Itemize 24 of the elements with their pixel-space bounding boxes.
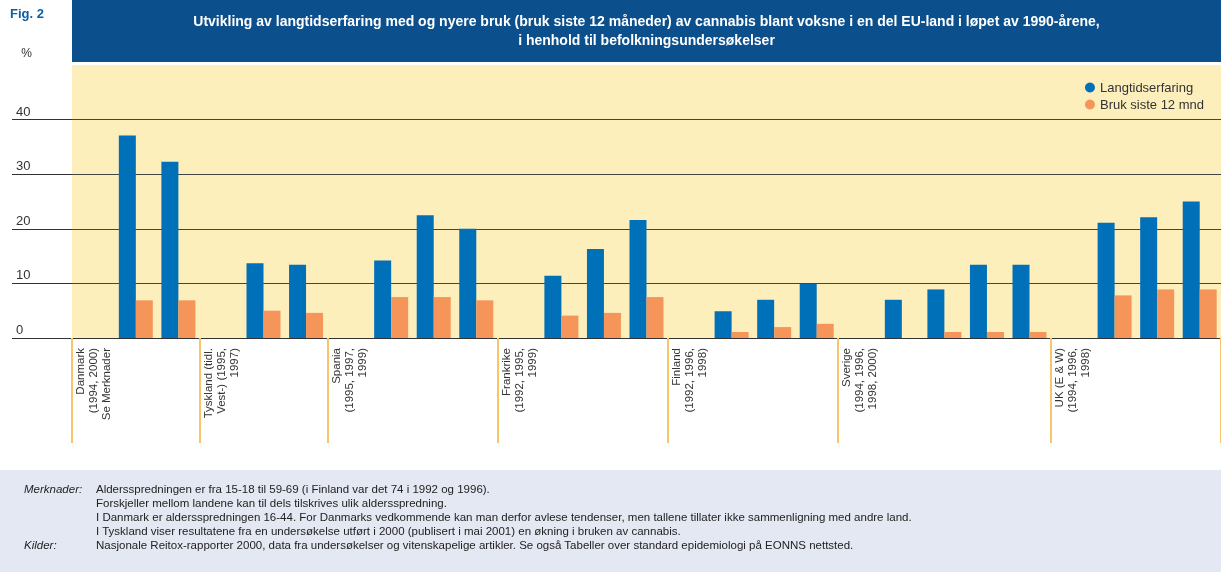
chart-title: Utvikling av langtidserfaring med og nyere bruk (bruk siste 12 måneder) av cannabis blant voksne i en del EU-land i løpet av 1990-årene, i henhold til befolkningsundersøkelser [72,0,1221,62]
x-tick-label: Finland (1992, 1996, 1998) [670,347,709,413]
legend-label: Langtidserfaring [1099,80,1194,95]
x-tick-label: Tyskland (tidl. Vest-) (1995, 1997) [201,347,240,419]
x-tick-label: Sverige (1994, 1996, 1998, 2000) [840,347,879,413]
y-tick-label: 0 [16,322,24,337]
caption: Fig. 2 [10,6,44,21]
text: Merknader: [23,482,84,497]
x-tick-label: Spania (1995, 1997, 1999) [329,347,368,413]
text: I Danmark er aldersspredningen 16-44. For Danmarks vedkommende kan man derfor avlese tendenser, men tallene tillater ikke sammenligning med andre land. [96,510,912,524]
y-tick-label: 30 [16,158,31,174]
x-tick-label: Frankrike (1992, 1995, 1999) [499,347,538,413]
text: Aldersspredningen er fra 15-18 til 59-69 (i Finland var det 74 i 1992 og 1996). [96,482,491,496]
text: Kilder: [23,538,58,552]
x-tick-label: Danmark (1994, 2000) Se Merknader [74,347,113,421]
legend-label: Bruk siste 12 mnd [1099,97,1204,112]
text: I Tyskland viser resultatene fra en undersøkelse utført i 2000 (publisert i mai 2001) en økning i bruken av cannabis. [96,524,682,538]
y-axis-title: % [21,46,33,60]
x-tick-label: UK (E & W) (1994, 1996, 1998) [1053,347,1092,413]
text: Nasjonale Reitox-rapporter 2000, data fra undersøkelser og vitenskapelige artikler. Se også Tabeller over standard epidemiologi på EONNS nettsted. [96,538,854,552]
text: Forskjeller mellom landene kan til dels tilskrives ulik aldersspredning. [96,496,448,510]
y-tick-label: 20 [16,212,31,228]
y-tick-label: 40 [16,103,31,119]
y-tick-label: 10 [16,267,31,283]
